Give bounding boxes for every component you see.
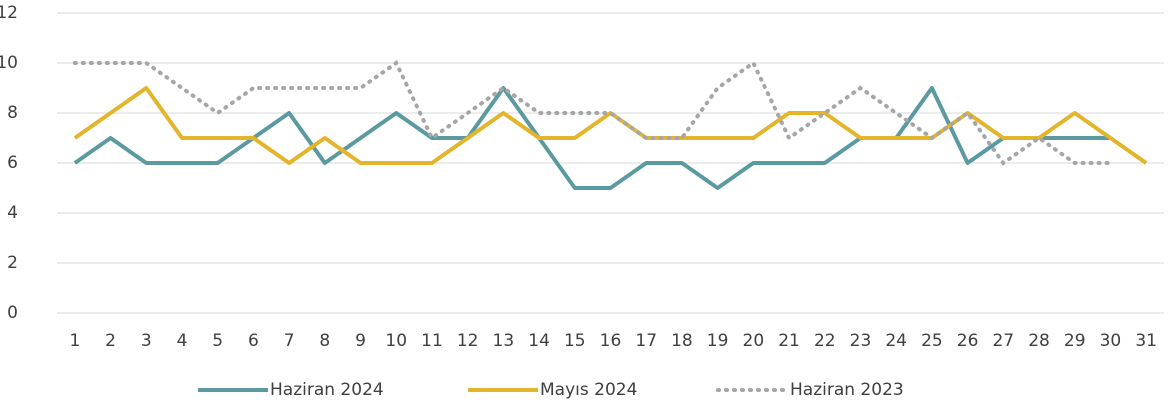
x-tick-label: 6	[248, 331, 259, 351]
x-tick-label: 28	[1028, 331, 1050, 351]
x-tick-label: 4	[177, 331, 188, 351]
series-line	[72, 60, 1113, 166]
legend-label: Haziran 2023	[790, 380, 904, 400]
y-tick-label: 12	[0, 3, 18, 23]
x-tick-label: 17	[635, 331, 657, 351]
x-tick-label: 30	[1100, 331, 1122, 351]
x-tick-label: 2	[105, 331, 116, 351]
y-tick-label: 2	[7, 253, 18, 273]
x-tick-label: 12	[457, 331, 479, 351]
y-tick-label: 10	[0, 53, 18, 73]
x-tick-label: 27	[992, 331, 1014, 351]
series-line	[73, 86, 1111, 190]
x-tick-label: 14	[528, 331, 550, 351]
x-tick-label: 9	[355, 331, 366, 351]
x-tick-label: 8	[319, 331, 330, 351]
x-tick-label: 29	[1064, 331, 1086, 351]
x-tick-label: 5	[212, 331, 223, 351]
x-tick-label: 25	[921, 331, 943, 351]
x-tick-label: 15	[564, 331, 586, 351]
x-tick-label: 20	[743, 331, 765, 351]
x-tick-label: 26	[957, 331, 979, 351]
x-tick-label: 3	[141, 331, 152, 351]
x-tick-label: 19	[707, 331, 729, 351]
x-tick-label: 18	[671, 331, 693, 351]
legend-label: Haziran 2024	[270, 380, 384, 400]
x-tick-label: 16	[600, 331, 622, 351]
y-tick-label: 0	[7, 303, 18, 323]
x-tick-label: 10	[385, 331, 407, 351]
x-tick-label: 11	[421, 331, 443, 351]
x-tick-label: 24	[885, 331, 907, 351]
legend-label: Mayıs 2024	[540, 380, 637, 400]
y-tick-label: 4	[7, 203, 18, 223]
y-tick-label: 6	[7, 153, 18, 173]
x-tick-label: 23	[850, 331, 872, 351]
x-tick-label: 7	[284, 331, 295, 351]
x-tick-label: 13	[493, 331, 515, 351]
x-tick-label: 1	[69, 331, 80, 351]
y-tick-label: 8	[7, 103, 18, 123]
x-tick-label: 21	[778, 331, 800, 351]
x-tick-label: 31	[1135, 331, 1157, 351]
x-tick-label: 22	[814, 331, 836, 351]
